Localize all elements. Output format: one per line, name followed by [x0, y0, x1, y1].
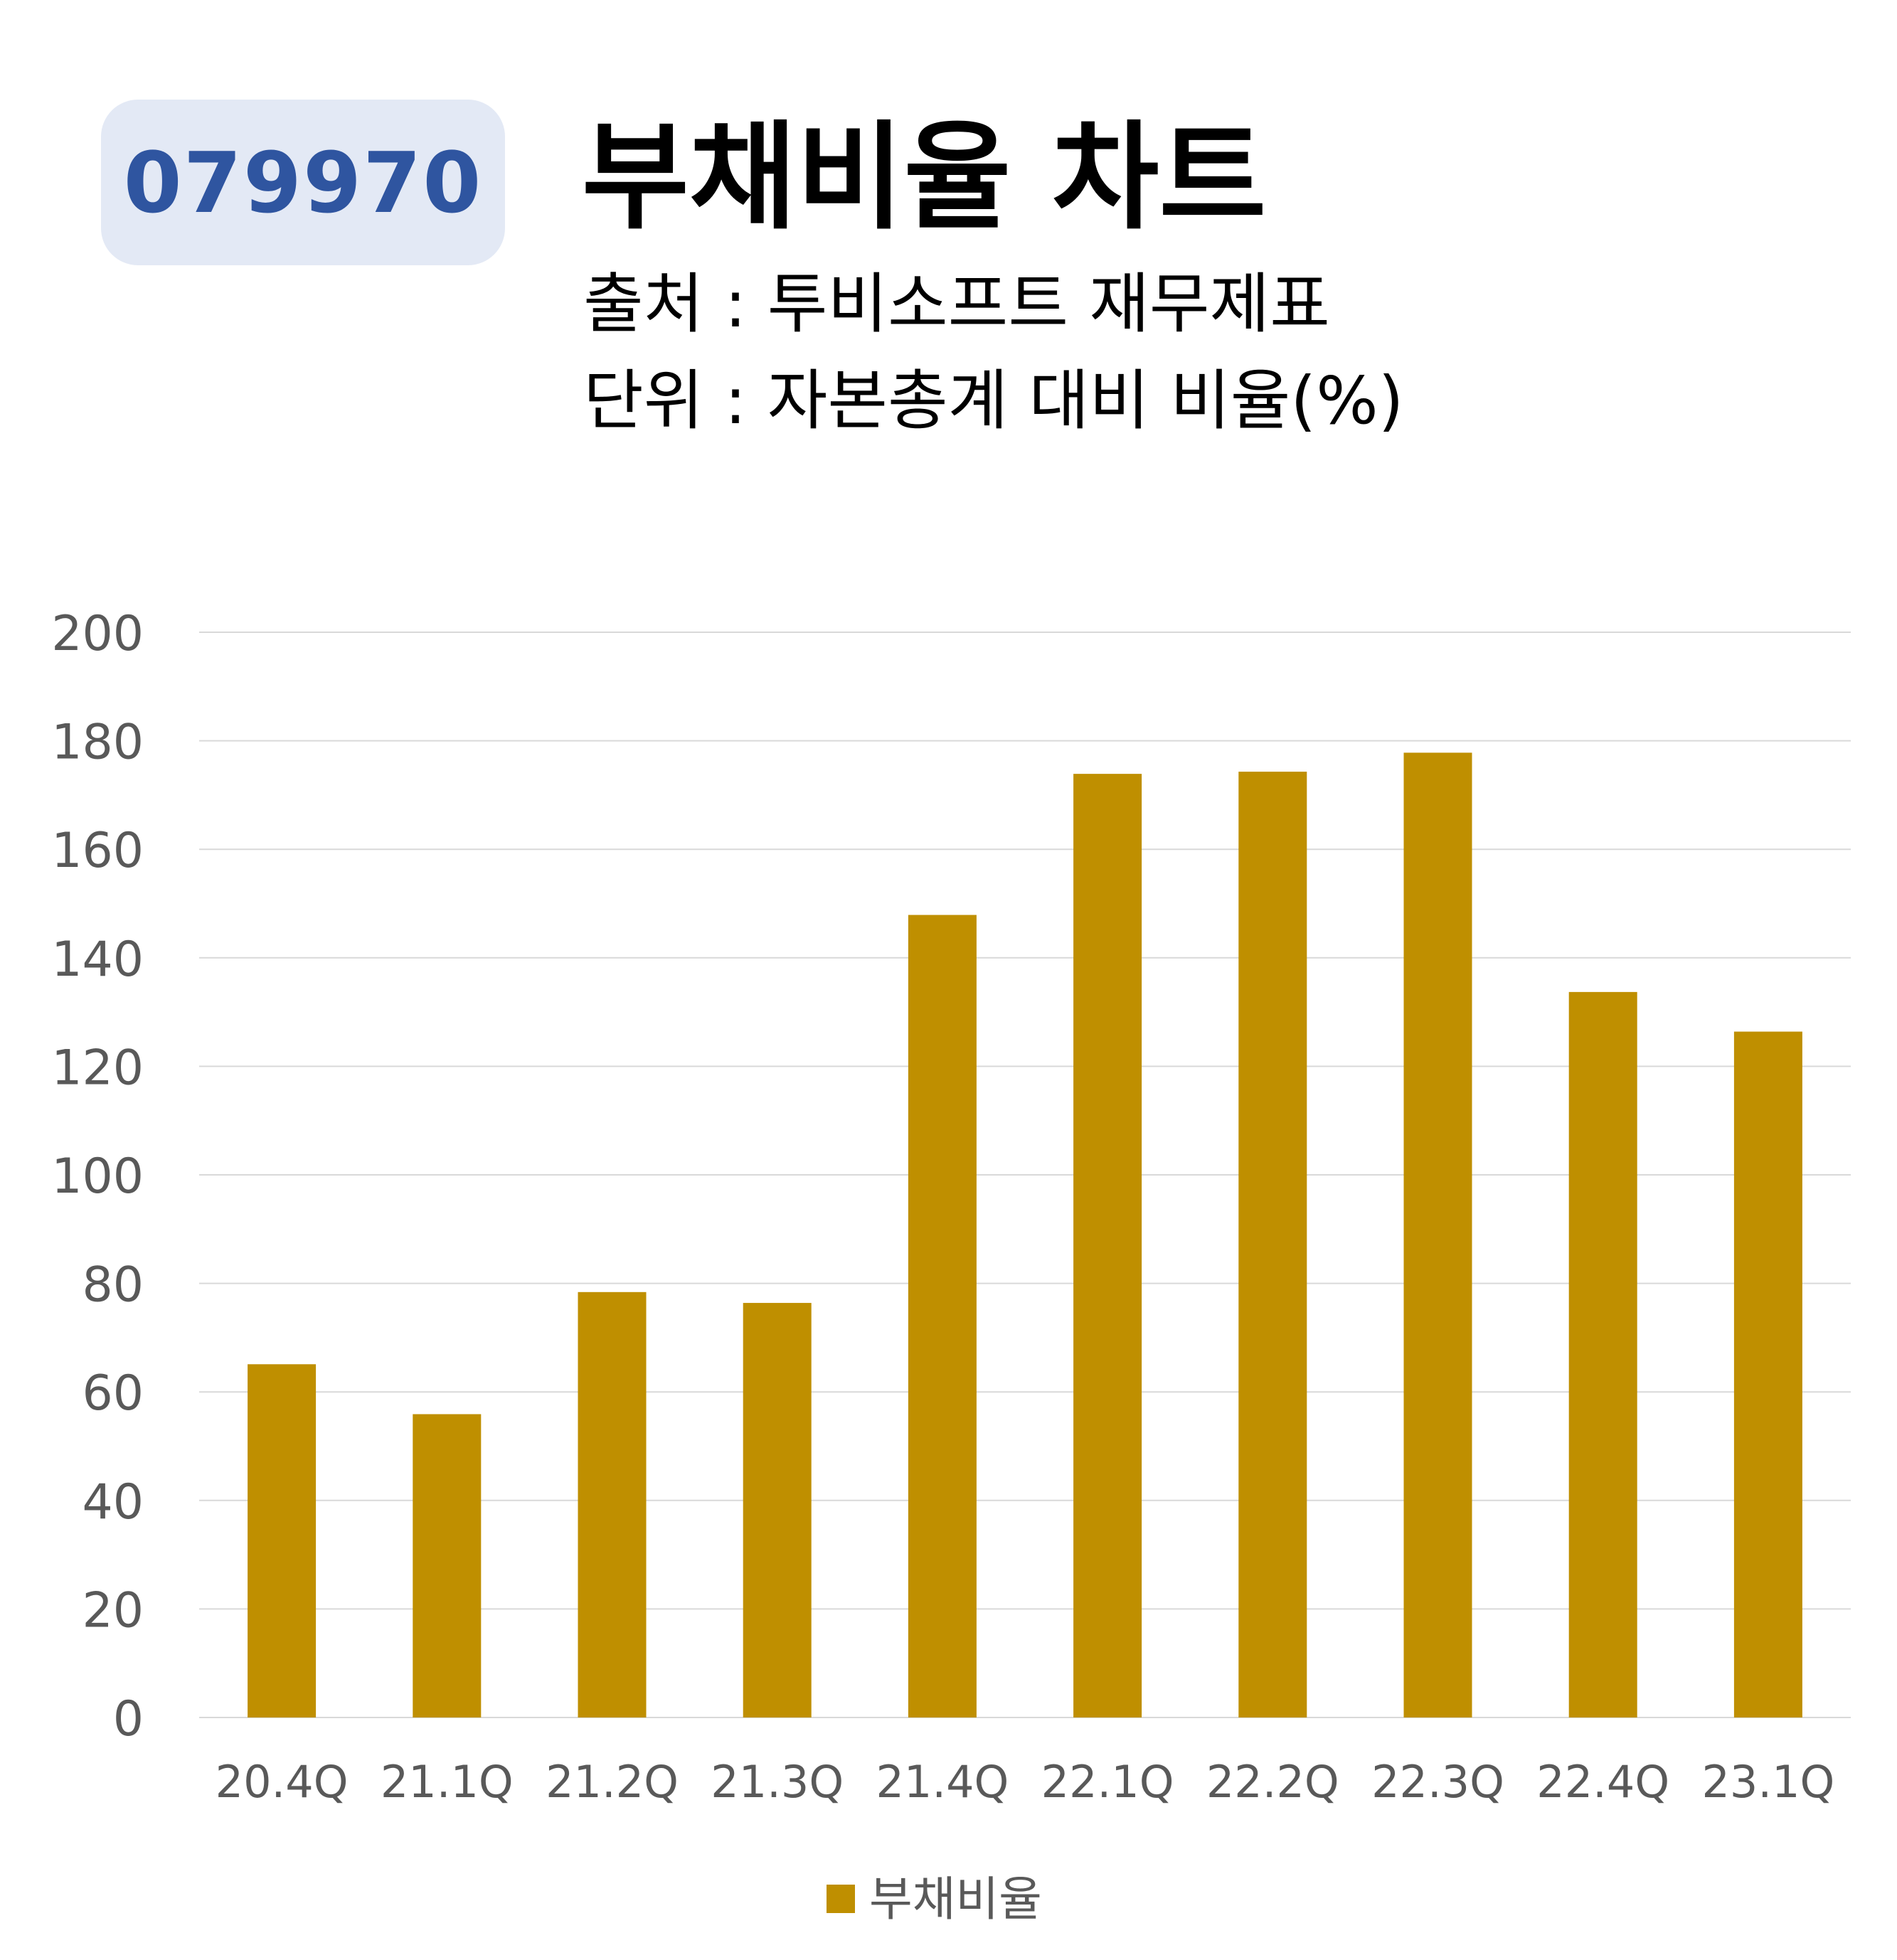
legend-label: 부채비율 — [869, 1872, 1042, 1927]
y-tick-label: 180 — [51, 715, 144, 771]
y-tick-label: 160 — [51, 823, 144, 879]
bar — [908, 915, 977, 1717]
x-tick-label: 22.3Q — [1371, 1756, 1504, 1808]
x-tick-label: 22.4Q — [1536, 1756, 1669, 1808]
bar — [1073, 774, 1142, 1717]
legend-swatch — [827, 1885, 855, 1913]
x-tick-label: 21.1Q — [381, 1756, 514, 1808]
x-tick-label: 21.2Q — [546, 1756, 679, 1808]
ticker-code: 079970 — [123, 133, 483, 232]
y-tick-label: 140 — [51, 932, 144, 988]
bar — [1403, 752, 1472, 1717]
y-tick-label: 20 — [82, 1582, 144, 1639]
x-axis-ticks: 20.4Q 21.1Q 21.2Q 21.3Q 21.4Q 22.1Q 22.2Q 22.3Q… — [216, 1756, 1835, 1808]
bar — [413, 1414, 482, 1717]
unit-note: 단위 : 자본총계 대비 비율(%) — [583, 363, 1404, 439]
y-tick-label: 60 — [82, 1365, 144, 1422]
x-tick-label: 21.4Q — [876, 1756, 1009, 1808]
y-tick-label: 120 — [51, 1040, 144, 1096]
y-tick-label: 0 — [113, 1691, 144, 1747]
y-tick-label: 100 — [51, 1149, 144, 1205]
bar — [248, 1364, 317, 1717]
bar — [1238, 772, 1307, 1717]
bars — [248, 752, 1802, 1717]
y-tick-label: 40 — [82, 1474, 144, 1530]
ticker-badge: 079970 — [101, 100, 505, 265]
source-note: 출처 : 투비소프트 재무제표 — [583, 266, 1330, 342]
bar — [1733, 1031, 1802, 1717]
bar — [743, 1303, 812, 1717]
x-tick-label: 22.1Q — [1041, 1756, 1174, 1808]
legend: 부채비율 — [827, 1872, 1042, 1927]
y-axis-ticks: 0 20 40 60 80 100 120 140 160 180 200 — [51, 606, 144, 1747]
y-tick-label: 200 — [51, 606, 144, 662]
bar — [578, 1291, 647, 1717]
bar — [1568, 991, 1637, 1717]
y-tick-label: 80 — [82, 1257, 144, 1314]
x-tick-label: 21.3Q — [711, 1756, 844, 1808]
x-tick-label: 23.1Q — [1701, 1756, 1834, 1808]
chart-title: 부채비율 차트 — [582, 110, 1267, 245]
x-tick-label: 22.2Q — [1206, 1756, 1339, 1808]
x-tick-label: 20.4Q — [216, 1756, 349, 1808]
